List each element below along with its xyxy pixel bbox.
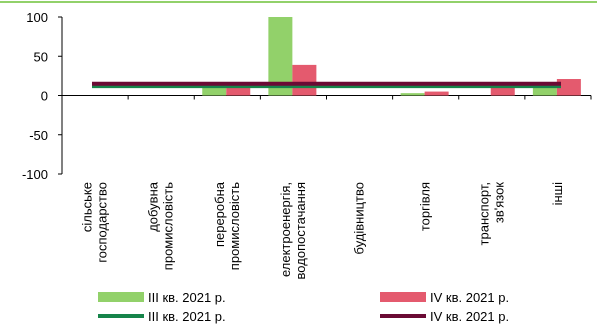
- y-tick-label: 50: [34, 49, 48, 64]
- bar: [556, 79, 581, 96]
- legend-label: IV кв. 2021 р.: [430, 309, 509, 324]
- category-label-line: будівництво: [352, 182, 367, 254]
- category-label-line: інші: [550, 182, 565, 205]
- category-label-line: господарство: [95, 182, 110, 263]
- legend-label: III кв. 2021 р.: [148, 290, 226, 305]
- category-label-line: торгівля: [418, 182, 433, 231]
- category-label: сільське господарство: [80, 182, 110, 263]
- category-label-line: електроенергія,: [278, 182, 293, 277]
- legend: III кв. 2021 р. IV кв. 2021 р. III кв. 202…: [98, 290, 509, 324]
- y-tick-label: -100: [22, 167, 48, 182]
- category-label-line: переробна: [212, 181, 227, 247]
- category-label: будівництво: [352, 182, 367, 254]
- bar: [532, 86, 557, 96]
- bar: [490, 87, 515, 96]
- bar: [424, 91, 449, 96]
- bar: [226, 87, 251, 96]
- category-label-line: водопостачання: [293, 182, 308, 279]
- category-label: електроенергія, водопостачання: [278, 182, 308, 279]
- category-label-line: промисловість: [227, 182, 242, 270]
- plot-area: -100 -50 0 50 100 сільське господарство добувна…: [22, 10, 592, 279]
- category-label-line: сільське: [80, 182, 95, 232]
- category-label: інші: [550, 182, 565, 205]
- category-label: торгівля: [418, 182, 433, 231]
- y-tick-label: -50: [29, 128, 48, 143]
- category-label: переробна промисловість: [212, 181, 242, 270]
- category-label-line: транспорт,: [476, 182, 491, 245]
- legend-swatch: [380, 292, 426, 302]
- legend-swatch: [98, 292, 144, 302]
- category-label-line: зв'язок: [491, 182, 506, 223]
- legend-label: III кв. 2021 р.: [148, 309, 226, 324]
- y-tick-label: 100: [26, 10, 48, 25]
- y-tick-label: 0: [41, 89, 48, 104]
- category-label: транспорт, зв'язок: [476, 182, 506, 246]
- legend-label: IV кв. 2021 р.: [430, 290, 509, 305]
- category-label-line: добувна: [146, 181, 161, 232]
- bar: [292, 64, 317, 96]
- category-label-line: промисловість: [161, 182, 176, 270]
- bar: [400, 93, 425, 96]
- bar: [202, 87, 227, 96]
- category-label: добувна промисловість: [146, 181, 176, 270]
